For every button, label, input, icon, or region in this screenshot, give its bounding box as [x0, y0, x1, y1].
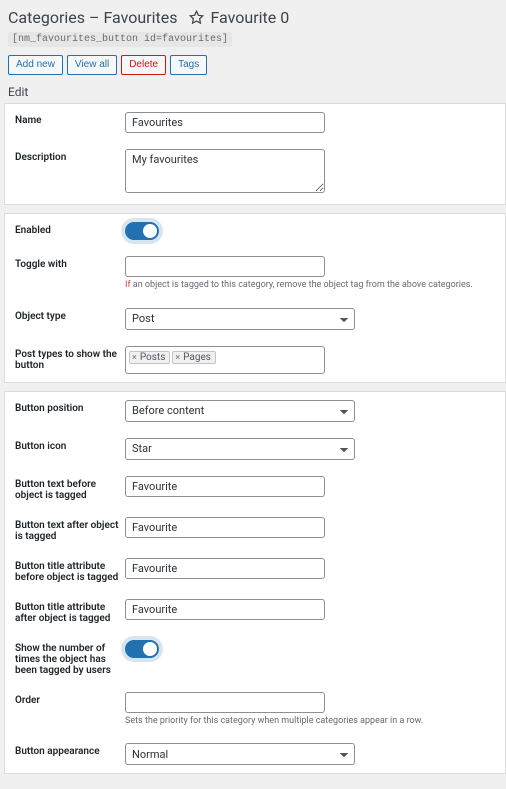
row-title-before: Button title attribute before object is … — [5, 550, 505, 591]
row-enabled: Enabled — [5, 214, 505, 248]
name-input[interactable] — [125, 112, 325, 133]
row-text-after: Button text after object is tagged — [5, 509, 505, 550]
panel-settings: Enabled Toggle with If an object is tagg… — [4, 213, 506, 383]
row-appearance: Button appearance Normal — [5, 735, 505, 773]
toggle-with-label: Toggle with — [15, 256, 125, 270]
appearance-select[interactable]: Normal — [125, 743, 355, 765]
title-before-input[interactable] — [125, 558, 325, 579]
appearance-label: Button appearance — [15, 743, 125, 757]
row-title-after: Button title attribute after object is t… — [5, 591, 505, 632]
view-all-button[interactable]: View all — [67, 55, 117, 75]
page-title: Categories – Favourites — [8, 8, 177, 27]
object-type-label: Object type — [15, 308, 125, 322]
row-order: Order Sets the priority for this categor… — [5, 684, 505, 736]
row-toggle-with: Toggle with If an object is tagged to th… — [5, 248, 505, 300]
row-button-icon: Button icon Star — [5, 430, 505, 468]
post-type-tag[interactable]: ×Posts — [129, 351, 170, 364]
description-input[interactable] — [125, 149, 325, 193]
panel-basic: Name Description — [4, 103, 506, 205]
page-root: Categories – Favourites Favourite 0 [nm_… — [0, 0, 506, 789]
remove-icon[interactable]: × — [132, 353, 137, 363]
order-help: Sets the priority for this category when… — [125, 716, 495, 728]
text-after-input[interactable] — [125, 517, 325, 538]
button-icon-select[interactable]: Star — [125, 438, 355, 460]
panel-button: Button position Before content Button ic… — [4, 391, 506, 775]
enabled-toggle[interactable] — [125, 222, 159, 240]
row-object-type: Object type Post — [5, 300, 505, 338]
page-heading: Categories – Favourites Favourite 0 — [4, 4, 506, 31]
toggle-with-input[interactable] — [125, 256, 325, 277]
title-before-label: Button title attribute before object is … — [15, 558, 125, 583]
action-buttons: Add new View all Delete Tags — [4, 53, 506, 79]
button-position-label: Button position — [15, 400, 125, 414]
shortcode-text: [nm_favourites_button id=favourites] — [8, 32, 232, 47]
name-label: Name — [15, 112, 125, 126]
delete-button[interactable]: Delete — [121, 55, 166, 75]
text-after-label: Button text after object is tagged — [15, 517, 125, 542]
remove-icon[interactable]: × — [175, 353, 180, 363]
favourite-count-label: Favourite 0 — [210, 8, 289, 27]
post-types-label: Post types to show the button — [15, 346, 125, 371]
post-types-tagbox[interactable]: ×Posts×Pages — [125, 346, 325, 374]
title-after-input[interactable] — [125, 599, 325, 620]
star-icon — [189, 10, 204, 25]
row-button-position: Button position Before content — [5, 392, 505, 430]
order-input[interactable] — [125, 692, 325, 713]
toggle-with-help: If an object is tagged to this category,… — [125, 280, 495, 292]
text-before-label: Button text before object is tagged — [15, 476, 125, 501]
show-count-toggle[interactable] — [125, 640, 159, 658]
order-label: Order — [15, 692, 125, 706]
row-post-types: Post types to show the button ×Posts×Pag… — [5, 338, 505, 382]
edit-section-label: Edit — [4, 79, 506, 103]
post-type-tag[interactable]: ×Pages — [172, 351, 216, 364]
object-type-select[interactable]: Post — [125, 308, 355, 330]
row-text-before: Button text before object is tagged — [5, 468, 505, 509]
row-show-count: Show the number of times the object has … — [5, 632, 505, 684]
row-name: Name — [5, 104, 505, 141]
row-description: Description — [5, 141, 505, 204]
title-after-label: Button title attribute after object is t… — [15, 599, 125, 624]
button-position-select[interactable]: Before content — [125, 400, 355, 422]
show-count-label: Show the number of times the object has … — [15, 640, 125, 676]
button-icon-label: Button icon — [15, 438, 125, 452]
add-new-button[interactable]: Add new — [8, 55, 63, 75]
description-label: Description — [15, 149, 125, 163]
enabled-label: Enabled — [15, 222, 125, 236]
tags-button[interactable]: Tags — [170, 55, 207, 75]
text-before-input[interactable] — [125, 476, 325, 497]
